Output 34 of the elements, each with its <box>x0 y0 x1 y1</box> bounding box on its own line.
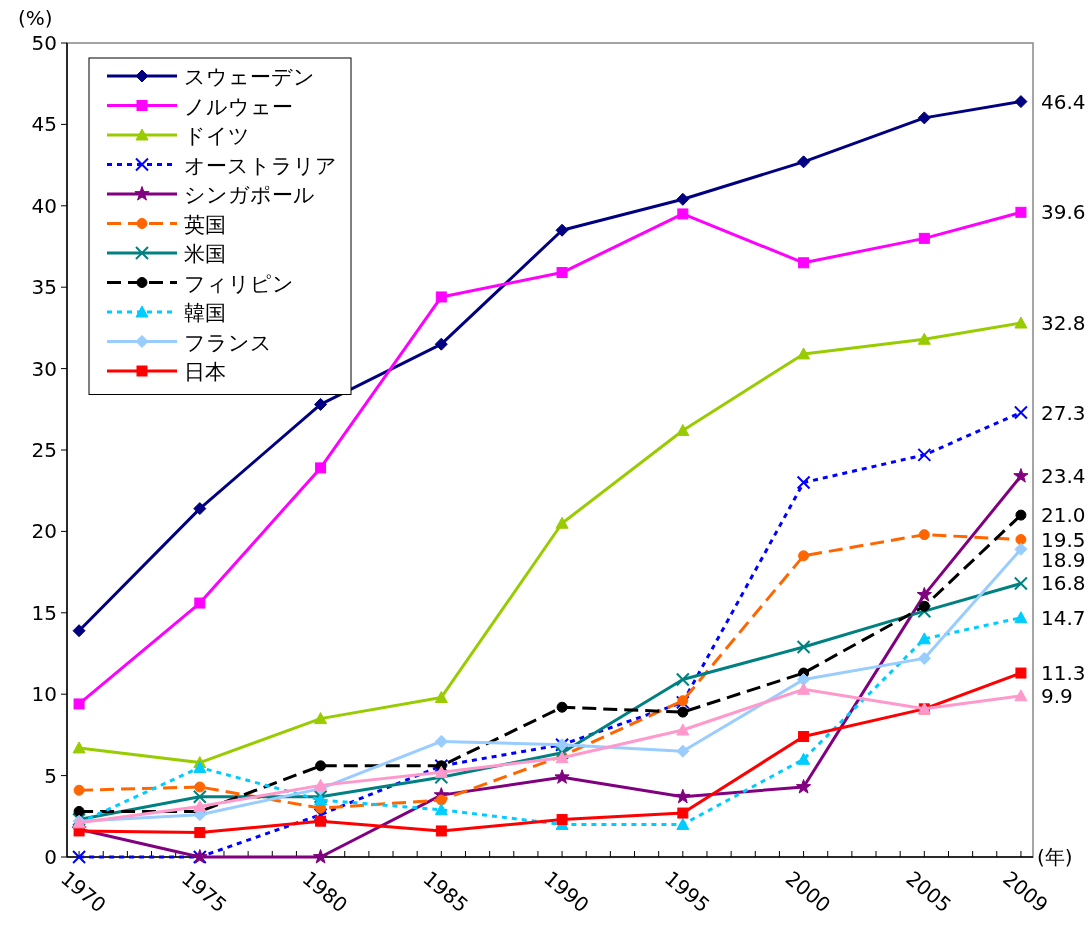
legend-label: 米国 <box>184 242 226 266</box>
legend-label: ノルウェー <box>184 94 293 119</box>
y-tick-label: 35 <box>31 275 57 300</box>
data-label: 9.9 <box>1041 683 1073 708</box>
legend-label: シンガポール <box>184 183 315 207</box>
y-tick-label: 20 <box>31 519 57 544</box>
y-tick-label: 10 <box>31 682 57 707</box>
data-label: 11.3 <box>1041 661 1086 686</box>
y-tick-label: 5 <box>44 763 57 788</box>
data-label: 16.8 <box>1041 571 1086 596</box>
legend-label: 日本 <box>184 360 226 384</box>
y-axis-title: (%) <box>18 6 53 30</box>
data-label: 23.4 <box>1041 464 1086 489</box>
x-axis-title: (年) <box>1037 845 1073 869</box>
y-tick-label: 30 <box>31 356 57 381</box>
legend-label: フィリピン <box>184 271 294 296</box>
legend-label: オーストラリア <box>184 153 337 178</box>
y-tick-label: 50 <box>31 31 57 55</box>
legend-label: 英国 <box>184 212 226 237</box>
y-tick-label: 40 <box>31 193 57 218</box>
legend-label: フランス <box>184 330 272 355</box>
y-tick-label: 25 <box>31 438 57 462</box>
legend-label: ドイツ <box>184 124 250 148</box>
data-label: 39.6 <box>1041 200 1086 225</box>
data-label: 32.8 <box>1041 311 1086 336</box>
legend-label: 韓国 <box>184 301 226 325</box>
legend-label: スウェーデン <box>184 65 315 89</box>
data-label: 21.0 <box>1041 503 1086 528</box>
y-tick-label: 0 <box>44 845 57 869</box>
y-tick-label: 15 <box>31 600 57 625</box>
data-label: 14.7 <box>1041 605 1086 630</box>
y-tick-label: 45 <box>31 112 57 137</box>
data-label: 46.4 <box>1041 89 1086 114</box>
data-label: 27.3 <box>1041 400 1086 425</box>
